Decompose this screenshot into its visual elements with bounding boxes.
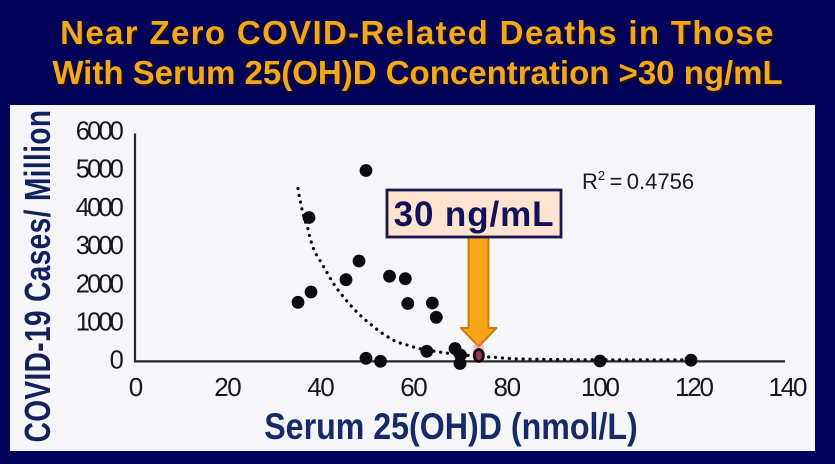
svg-text:0: 0 <box>110 347 124 375</box>
svg-text:120: 120 <box>675 372 714 402</box>
svg-text:140: 140 <box>769 372 808 402</box>
svg-text:2000: 2000 <box>76 270 124 298</box>
svg-text:R2 = 0.4756: R2 = 0.4756 <box>582 168 694 194</box>
svg-text:5000: 5000 <box>76 156 124 184</box>
svg-text:80: 80 <box>494 372 522 402</box>
svg-text:COVID-19 Cases/ Million: COVID-19 Cases/ Million <box>17 110 57 443</box>
svg-text:60: 60 <box>400 372 428 402</box>
svg-text:6000: 6000 <box>76 117 124 145</box>
svg-text:0: 0 <box>129 372 143 402</box>
svg-text:1000: 1000 <box>76 309 124 337</box>
svg-text:Serum 25(OH)D (nmol/L): Serum 25(OH)D (nmol/L) <box>264 407 638 448</box>
svg-text:20: 20 <box>214 372 242 402</box>
svg-text:100: 100 <box>581 372 620 402</box>
svg-text:40: 40 <box>307 372 335 402</box>
svg-text:3000: 3000 <box>76 232 124 260</box>
svg-text:30 ng/mL: 30 ng/mL <box>394 195 555 234</box>
svg-text:4000: 4000 <box>76 194 124 222</box>
